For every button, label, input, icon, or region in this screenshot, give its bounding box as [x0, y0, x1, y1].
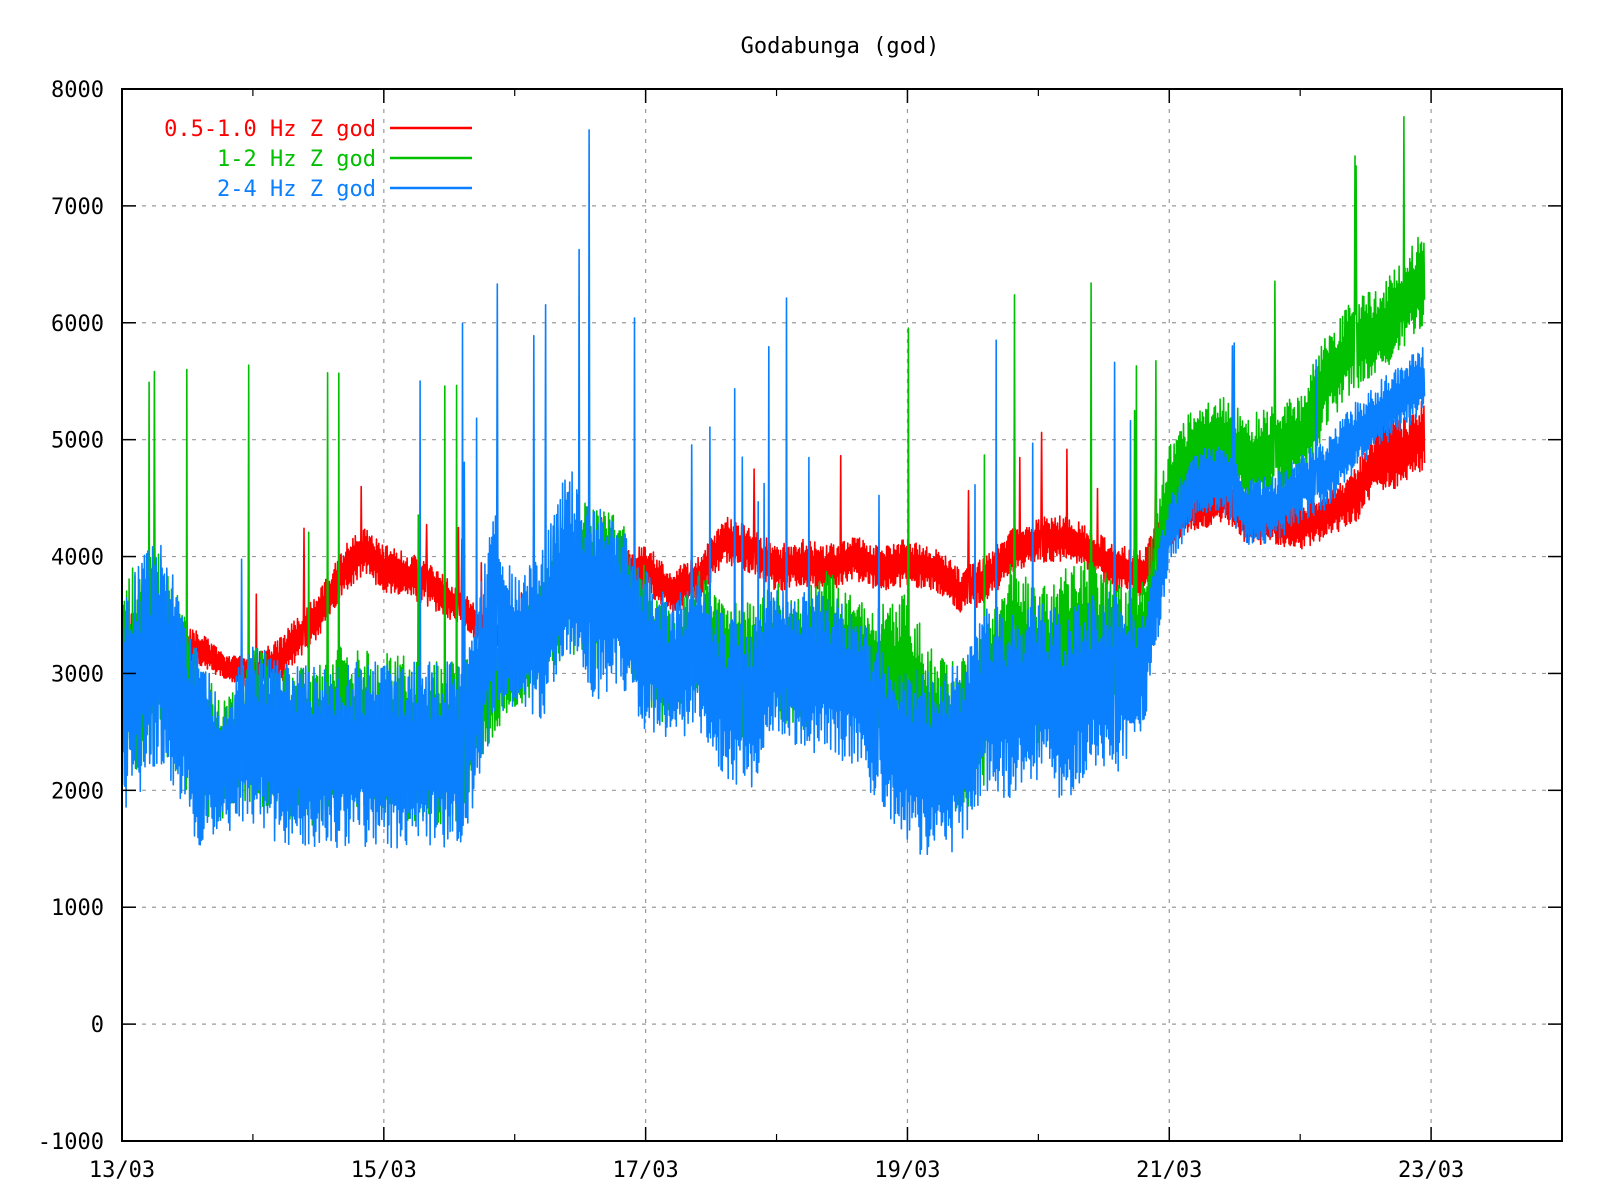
- axis-layer: -1000 0 1000 2000 3000 4000 5000 6000 7000 8000 13…: [38, 78, 1563, 1183]
- y-tick-label: 3000: [51, 662, 104, 687]
- y-tick-label: 2000: [51, 779, 104, 804]
- x-tick-label: 15/03: [351, 1158, 417, 1183]
- y-tick-label: -1000: [38, 1130, 104, 1155]
- x-tick-label: 21/03: [1136, 1158, 1202, 1183]
- series-line: [121, 129, 1426, 856]
- y-tick-label: 8000: [51, 78, 104, 103]
- plot-frame: [121, 88, 1563, 1142]
- y-tick-label: 4000: [51, 546, 104, 571]
- x-tick-label: 17/03: [613, 1158, 679, 1183]
- y-tick-label: 6000: [51, 312, 104, 337]
- x-tick-label: 23/03: [1398, 1158, 1464, 1183]
- chart-title: Godabunga (god): [741, 34, 940, 59]
- legend: 0.5-1.0 Hz Z god 1-2 Hz Z god 2-4 Hz Z god: [164, 117, 472, 202]
- y-tick-label: 0: [91, 1013, 104, 1038]
- legend-label: 2-4 Hz Z god: [217, 177, 376, 202]
- y-tick-label: 1000: [51, 896, 104, 921]
- legend-label: 0.5-1.0 Hz Z god: [164, 117, 376, 142]
- legend-label: 1-2 Hz Z god: [217, 147, 376, 172]
- x-tick-label: 19/03: [874, 1158, 940, 1183]
- x-tick-label: 13/03: [89, 1158, 155, 1183]
- y-tick-label: 5000: [51, 429, 104, 454]
- y-tick-label: 7000: [51, 195, 104, 220]
- series-layer: [121, 116, 1426, 856]
